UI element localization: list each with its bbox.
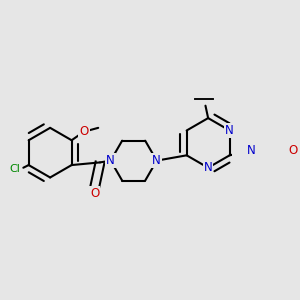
Text: N: N <box>152 154 161 167</box>
Text: Cl: Cl <box>9 164 20 175</box>
Text: O: O <box>80 125 89 138</box>
Text: O: O <box>90 187 99 200</box>
Text: N: N <box>106 154 115 167</box>
Text: N: N <box>204 161 212 174</box>
Text: N: N <box>225 124 234 137</box>
Text: N: N <box>247 144 255 158</box>
Text: O: O <box>289 144 298 158</box>
